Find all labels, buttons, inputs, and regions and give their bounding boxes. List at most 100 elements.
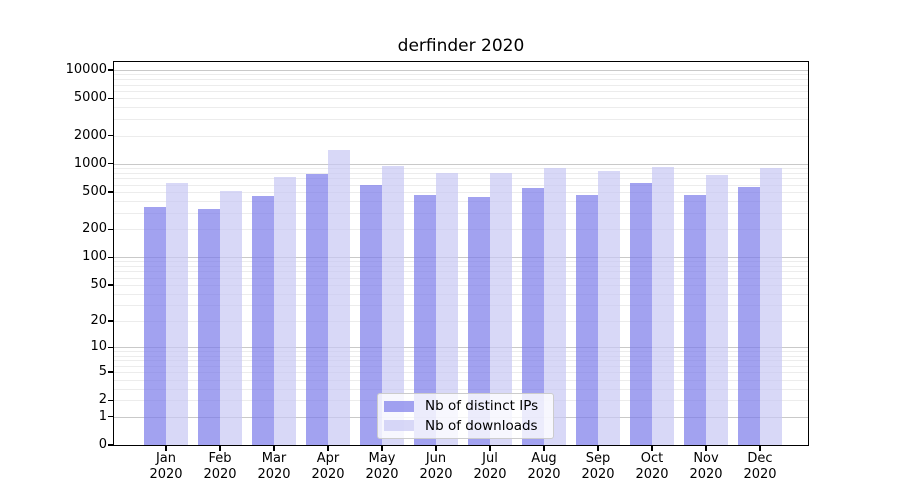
bar-ips-oct bbox=[630, 183, 652, 446]
x-tick-month: Jun bbox=[425, 451, 447, 466]
gridline-minor bbox=[113, 135, 809, 137]
y-tick-mark bbox=[108, 416, 113, 418]
gridline-minor bbox=[113, 184, 809, 186]
y-tick-mark bbox=[108, 256, 113, 258]
x-tick-label-may: May 2020 bbox=[352, 451, 412, 483]
x-tick-mark bbox=[219, 446, 221, 451]
x-tick-mark bbox=[651, 446, 653, 451]
x-tick-year: 2020 bbox=[743, 467, 777, 482]
y-tick-mark bbox=[108, 97, 113, 99]
gridline-minor bbox=[113, 229, 809, 231]
x-tick-label-apr: Apr 2020 bbox=[298, 451, 358, 483]
y-tick-label-500: 500 bbox=[82, 183, 107, 199]
y-tick-label-50: 50 bbox=[90, 276, 107, 292]
y-tick-mark bbox=[108, 163, 113, 165]
bar-downloads-apr bbox=[328, 150, 350, 446]
legend-label-distinct-ips: Nb of distinct IPs bbox=[425, 398, 539, 415]
gridline-minor bbox=[113, 277, 809, 279]
y-tick-label-10000: 10000 bbox=[65, 62, 107, 77]
x-tick-mark bbox=[435, 446, 437, 451]
bar-downloads-jan bbox=[166, 183, 188, 446]
gridline-minor bbox=[113, 201, 809, 202]
x-tick-mark bbox=[759, 446, 761, 451]
gridline-minor bbox=[113, 79, 809, 81]
gridline-minor bbox=[113, 172, 809, 174]
y-tick-mark bbox=[108, 134, 113, 137]
gridline-minor bbox=[113, 178, 809, 180]
gridline-minor bbox=[113, 212, 809, 214]
gridline-minor bbox=[113, 271, 809, 273]
bar-ips-mar bbox=[252, 196, 274, 446]
gridline-major bbox=[113, 257, 809, 259]
y-tick-mark bbox=[108, 320, 113, 322]
gridline-minor bbox=[113, 321, 809, 322]
legend-swatch-distinct-ips bbox=[384, 400, 414, 412]
gridline-minor bbox=[113, 266, 809, 268]
gridline-minor bbox=[113, 90, 809, 92]
bar-downloads-may bbox=[382, 165, 404, 446]
x-tick-month: Mar bbox=[261, 451, 287, 466]
x-tick-mark bbox=[273, 446, 275, 451]
x-tick-month: Jul bbox=[482, 451, 498, 466]
bar-downloads-jun bbox=[436, 172, 458, 446]
y-tick-label-5: 5 bbox=[98, 364, 107, 379]
bar-ips-feb bbox=[198, 209, 220, 446]
x-tick-label-jan: Jan 2020 bbox=[136, 451, 196, 483]
bar-downloads-nov bbox=[706, 174, 728, 446]
gridline-minor bbox=[113, 305, 809, 307]
x-tick-year: 2020 bbox=[311, 467, 345, 482]
x-tick-label-jun: Jun 2020 bbox=[406, 451, 466, 483]
x-tick-mark bbox=[597, 446, 599, 451]
x-tick-year: 2020 bbox=[365, 467, 399, 482]
x-tick-month: May bbox=[368, 451, 396, 466]
gridline-minor bbox=[113, 261, 809, 263]
x-tick-month: Oct bbox=[640, 451, 664, 466]
bar-downloads-oct bbox=[652, 166, 674, 446]
y-tick-label-1000: 1000 bbox=[73, 155, 107, 171]
x-tick-month: Dec bbox=[747, 451, 773, 466]
x-tick-label-aug: Aug 2020 bbox=[514, 451, 574, 483]
bar-ips-sep bbox=[576, 195, 598, 446]
y-tick-label-0: 0 bbox=[98, 437, 107, 452]
gridline-minor bbox=[113, 119, 809, 120]
y-tick-mark bbox=[108, 346, 113, 349]
bar-ips-dec bbox=[738, 186, 760, 446]
y-tick-label-2000: 2000 bbox=[73, 127, 107, 143]
legend: Nb of distinct IPs Nb of downloads bbox=[377, 393, 554, 439]
y-tick-label-20: 20 bbox=[90, 313, 107, 328]
x-tick-label-oct: Oct 2020 bbox=[622, 451, 682, 483]
gridline-major bbox=[113, 347, 809, 349]
x-tick-month: Apr bbox=[316, 451, 340, 466]
gridline-minor bbox=[113, 372, 809, 373]
gridline-minor bbox=[113, 98, 809, 100]
legend-item-distinct-ips: Nb of distinct IPs bbox=[384, 397, 547, 416]
gridline-minor bbox=[113, 360, 809, 362]
bar-ips-aug bbox=[522, 188, 544, 446]
x-tick-label-nov: Nov 2020 bbox=[676, 451, 736, 483]
x-tick-year: 2020 bbox=[527, 467, 561, 482]
gridline-minor bbox=[113, 388, 809, 390]
bar-downloads-feb bbox=[220, 190, 242, 446]
x-tick-label-sep: Sep 2020 bbox=[568, 451, 628, 483]
x-tick-year: 2020 bbox=[473, 467, 507, 482]
x-tick-label-jul: Jul 2020 bbox=[460, 451, 520, 483]
gridline-minor bbox=[113, 293, 809, 295]
x-tick-mark bbox=[327, 446, 329, 451]
bar-ips-apr bbox=[306, 173, 328, 446]
y-tick-mark bbox=[108, 399, 113, 401]
gridline-minor bbox=[113, 355, 809, 357]
gridline-major bbox=[113, 163, 809, 165]
x-tick-mark bbox=[705, 446, 707, 451]
gridline-minor bbox=[113, 107, 809, 109]
gridline-minor bbox=[113, 284, 809, 286]
gridline-minor bbox=[113, 351, 809, 353]
x-tick-label-feb: Feb 2020 bbox=[190, 451, 250, 483]
plot-area bbox=[113, 61, 809, 446]
gridline-minor bbox=[113, 365, 809, 367]
bar-downloads-aug bbox=[544, 168, 566, 446]
y-tick-mark bbox=[108, 284, 113, 286]
x-tick-month: Aug bbox=[531, 451, 557, 466]
y-tick-label-1: 1 bbox=[98, 408, 107, 424]
x-tick-month: Sep bbox=[585, 451, 611, 466]
